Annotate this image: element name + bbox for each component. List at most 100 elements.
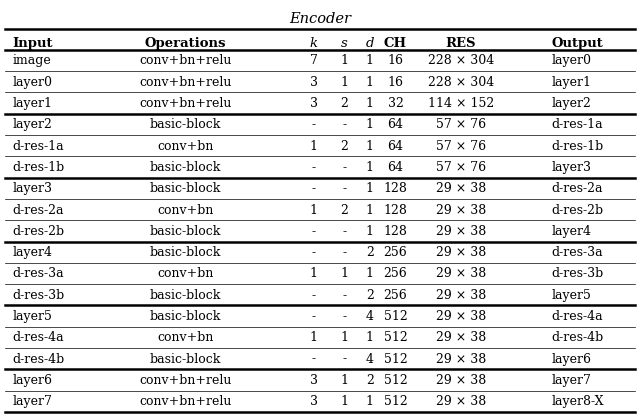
Text: 128: 128 [383,182,408,195]
Text: -: - [312,289,316,302]
Text: 2: 2 [340,140,348,153]
Text: layer6: layer6 [13,374,52,387]
Text: 4: 4 [366,310,374,323]
Text: RES: RES [445,37,476,50]
Text: 29 × 38: 29 × 38 [436,246,486,259]
Text: 128: 128 [383,225,408,238]
Text: d-res-3b: d-res-3b [13,289,65,302]
Text: layer7: layer7 [13,395,52,408]
Text: conv+bn: conv+bn [157,267,214,280]
Text: conv+bn+relu: conv+bn+relu [140,395,232,408]
Text: 57 × 76: 57 × 76 [436,161,486,174]
Text: 16: 16 [388,54,404,67]
Text: layer0: layer0 [13,76,52,89]
Text: 1: 1 [340,395,348,408]
Text: d-res-2a: d-res-2a [552,182,603,195]
Text: 29 × 38: 29 × 38 [436,395,486,408]
Text: layer6: layer6 [552,352,591,366]
Text: 1: 1 [366,395,374,408]
Text: basic-block: basic-block [150,225,221,238]
Text: conv+bn+relu: conv+bn+relu [140,76,232,89]
Text: basic-block: basic-block [150,161,221,174]
Text: 1: 1 [366,161,374,174]
Text: 1: 1 [366,97,374,110]
Text: d-res-1b: d-res-1b [552,140,604,153]
Text: 1: 1 [366,140,374,153]
Text: 2: 2 [340,203,348,216]
Text: -: - [312,182,316,195]
Text: 1: 1 [310,140,317,153]
Text: 57 × 76: 57 × 76 [436,119,486,131]
Text: 7: 7 [310,54,317,67]
Text: 2: 2 [366,374,374,387]
Text: 1: 1 [366,267,374,280]
Text: 29 × 38: 29 × 38 [436,352,486,366]
Text: 64: 64 [388,119,404,131]
Text: basic-block: basic-block [150,310,221,323]
Text: layer4: layer4 [552,225,591,238]
Text: 2: 2 [340,97,348,110]
Text: 29 × 38: 29 × 38 [436,310,486,323]
Text: d-res-1a: d-res-1a [552,119,604,131]
Text: conv+bn+relu: conv+bn+relu [140,374,232,387]
Text: 512: 512 [383,310,408,323]
Text: layer0: layer0 [552,54,591,67]
Text: 3: 3 [310,97,317,110]
Text: -: - [342,225,346,238]
Text: 114 × 152: 114 × 152 [428,97,494,110]
Text: layer4: layer4 [13,246,52,259]
Text: 1: 1 [310,203,317,216]
Text: -: - [312,246,316,259]
Text: layer1: layer1 [552,76,591,89]
Text: layer8-X: layer8-X [552,395,604,408]
Text: 29 × 38: 29 × 38 [436,331,486,344]
Text: 512: 512 [383,331,408,344]
Text: layer2: layer2 [13,119,52,131]
Text: image: image [13,54,52,67]
Text: 512: 512 [383,352,408,366]
Text: 256: 256 [383,267,408,280]
Text: conv+bn: conv+bn [157,331,214,344]
Text: -: - [342,119,346,131]
Text: basic-block: basic-block [150,289,221,302]
Text: -: - [342,310,346,323]
Text: layer3: layer3 [13,182,52,195]
Text: 1: 1 [366,331,374,344]
Text: k: k [310,37,317,50]
Text: -: - [342,246,346,259]
Text: 57 × 76: 57 × 76 [436,140,486,153]
Text: d-res-1b: d-res-1b [13,161,65,174]
Text: 29 × 38: 29 × 38 [436,289,486,302]
Text: 1: 1 [366,182,374,195]
Text: 256: 256 [383,246,408,259]
Text: 228 × 304: 228 × 304 [428,54,494,67]
Text: d-res-4b: d-res-4b [13,352,65,366]
Text: conv+bn+relu: conv+bn+relu [140,97,232,110]
Text: 32: 32 [388,97,403,110]
Text: d-res-3a: d-res-3a [552,246,604,259]
Text: 64: 64 [388,161,404,174]
Text: layer3: layer3 [552,161,591,174]
Text: Output: Output [552,37,604,50]
Text: 1: 1 [340,76,348,89]
Text: 1: 1 [340,374,348,387]
Text: conv+bn+relu: conv+bn+relu [140,54,232,67]
Text: basic-block: basic-block [150,246,221,259]
Text: layer2: layer2 [552,97,591,110]
Text: 3: 3 [310,374,317,387]
Text: Input: Input [13,37,53,50]
Text: 1: 1 [366,203,374,216]
Text: 3: 3 [310,76,317,89]
Text: 64: 64 [388,140,404,153]
Text: 128: 128 [383,203,408,216]
Text: 29 × 38: 29 × 38 [436,267,486,280]
Text: -: - [312,352,316,366]
Text: 1: 1 [366,76,374,89]
Text: d: d [365,37,374,50]
Text: 512: 512 [383,374,408,387]
Text: s: s [341,37,348,50]
Text: -: - [312,119,316,131]
Text: layer5: layer5 [552,289,591,302]
Text: basic-block: basic-block [150,352,221,366]
Text: d-res-2b: d-res-2b [13,225,65,238]
